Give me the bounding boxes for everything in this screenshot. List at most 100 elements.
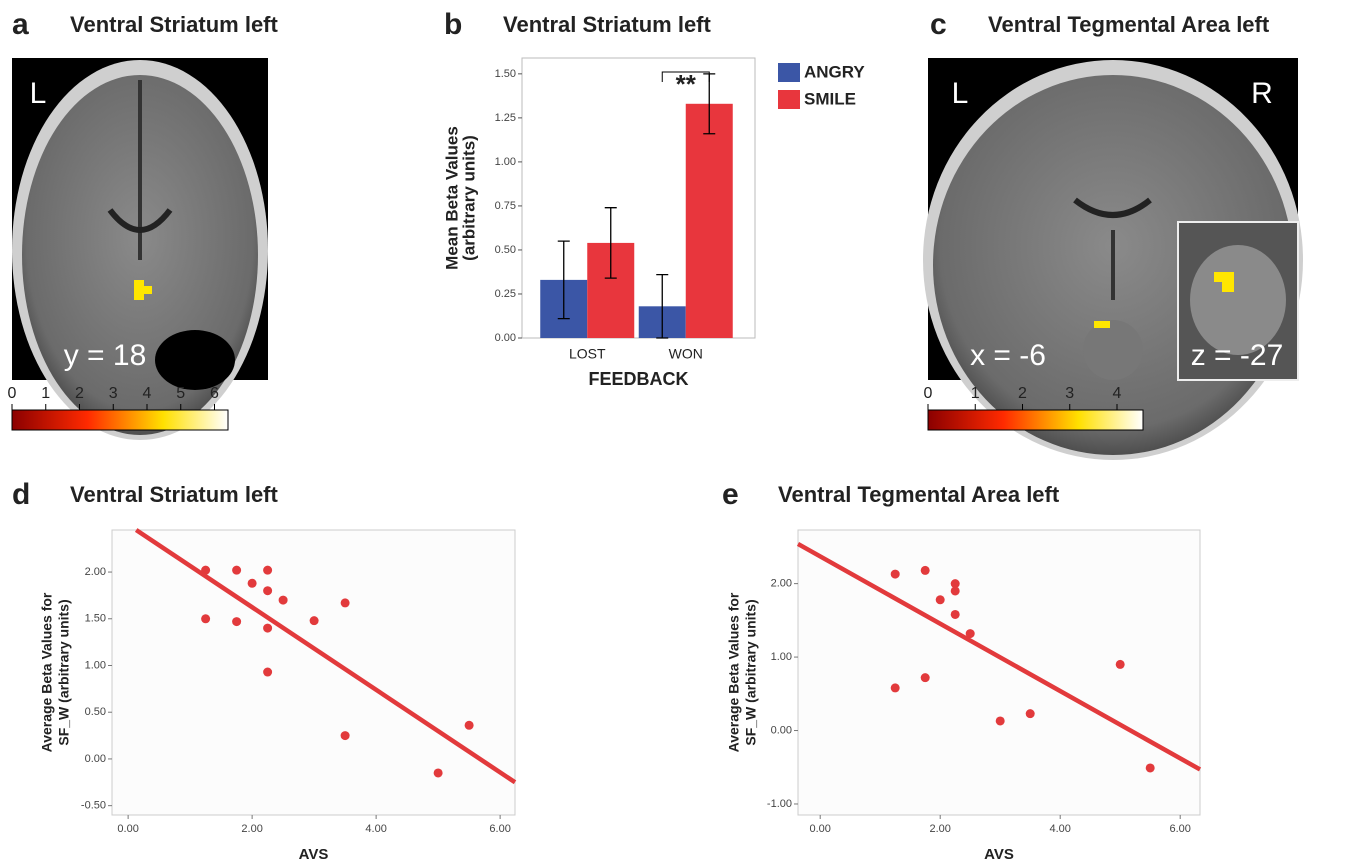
plot-area	[798, 530, 1200, 815]
y-tick-label: -1.00	[767, 798, 792, 810]
y-tick-label: 1.00	[495, 156, 516, 168]
image-label: y = 18	[64, 339, 147, 372]
x-tick-label: 2.00	[241, 823, 262, 835]
x-axis-label: FEEDBACK	[588, 369, 688, 389]
x-tick-label: 0.00	[809, 823, 830, 835]
colorbar	[12, 410, 228, 430]
data-point	[891, 570, 900, 579]
y-tick-label: 1.00	[771, 651, 792, 663]
x-tick-label: 6.00	[1169, 823, 1190, 835]
panel-letter: b	[444, 8, 462, 41]
x-tick-label: 2.00	[929, 823, 950, 835]
figure: a Ventral Striatum left L Ry = 18 0 1 2 3 4 5 6 c Ve…	[0, 0, 1352, 864]
colorbar-tick-label: 4	[143, 385, 152, 402]
panel-title: Ventral Tegmental Area left	[778, 482, 1060, 507]
colorbar	[928, 410, 1143, 430]
data-point	[263, 566, 272, 575]
data-point	[341, 598, 350, 607]
y-tick-label: 0.00	[85, 753, 106, 765]
x-tick-label: 4.00	[1049, 823, 1070, 835]
x-tick-label: LOST	[569, 346, 606, 362]
x-tick-label: 4.00	[365, 823, 386, 835]
image-label: z = -27	[1191, 339, 1284, 372]
data-point	[936, 595, 945, 604]
panel-title: Ventral Striatum left	[503, 12, 712, 37]
y-axis-label: Average Beta Values for	[726, 592, 742, 752]
data-point	[232, 617, 241, 626]
y-tick-label: 1.00	[85, 659, 106, 671]
colorbar-tick-label: 6	[210, 385, 219, 402]
data-point	[921, 566, 930, 575]
x-tick-label: 6.00	[489, 823, 510, 835]
data-point	[1146, 763, 1155, 772]
panel-title: Ventral Striatum left	[70, 482, 279, 507]
y-tick-label: 1.50	[495, 68, 516, 80]
y-tick-label: 2.00	[771, 578, 792, 590]
image-label: R	[332, 77, 354, 110]
data-point	[263, 624, 272, 633]
bar	[686, 104, 733, 338]
y-axis-label: (arbitrary units)	[459, 135, 478, 261]
colorbar-tick-label: 4	[1113, 385, 1122, 402]
panel-letter: a	[12, 8, 29, 41]
data-point	[341, 731, 350, 740]
x-tick-label: 0.00	[117, 823, 138, 835]
legend-label: ANGRY	[804, 62, 865, 81]
data-point	[891, 683, 900, 692]
colorbar-tick-label: 5	[176, 385, 185, 402]
x-axis-label: AVS	[984, 846, 1014, 863]
panel-title: Ventral Striatum left	[70, 12, 279, 37]
colorbar-tick-label: 3	[109, 385, 118, 402]
data-point	[201, 566, 210, 575]
annotation: **	[676, 69, 697, 99]
image-label: R	[1251, 77, 1273, 110]
y-tick-label: 0.50	[495, 244, 516, 256]
y-tick-label: 1.50	[85, 613, 106, 625]
colorbar-tick-label: 1	[41, 385, 50, 402]
y-tick-label: 2.00	[85, 566, 106, 578]
colorbar-tick-label: 0	[924, 385, 933, 402]
colorbar-tick-label: 2	[1018, 385, 1027, 402]
y-tick-label: 1.25	[495, 112, 516, 124]
image-label: L	[30, 77, 47, 110]
colorbar-tick-label: 0	[8, 385, 17, 402]
y-tick-label: 0.00	[495, 332, 516, 344]
data-point	[996, 716, 1005, 725]
y-axis-label: SF_W (arbitrary units)	[56, 599, 72, 745]
panel-letter: e	[722, 478, 739, 511]
panel-title: Ventral Tegmental Area left	[988, 12, 1270, 37]
panel-letter: c	[930, 8, 947, 41]
legend-swatch	[778, 90, 800, 109]
data-point	[248, 579, 257, 588]
legend-label: SMILE	[804, 89, 856, 108]
image-label: x = -6	[970, 339, 1046, 372]
x-tick-label: WON	[669, 346, 703, 362]
data-point	[201, 614, 210, 623]
data-point	[465, 721, 474, 730]
data-point	[1116, 660, 1125, 669]
data-point	[434, 768, 443, 777]
x-axis-label: AVS	[299, 846, 329, 863]
data-point	[263, 668, 272, 677]
data-point	[951, 610, 960, 619]
image-label: L	[952, 77, 969, 110]
data-point	[310, 616, 319, 625]
data-point	[279, 596, 288, 605]
y-tick-label: 0.50	[85, 706, 106, 718]
colorbar-tick-label: 2	[75, 385, 84, 402]
panel-letter: d	[12, 478, 30, 511]
data-point	[263, 586, 272, 595]
colorbar-tick-label: 1	[971, 385, 980, 402]
data-point	[232, 566, 241, 575]
legend-swatch	[778, 63, 800, 82]
brain-image-a	[12, 58, 268, 440]
y-axis-label: SF_W (arbitrary units)	[743, 599, 759, 745]
y-tick-label: -0.50	[81, 800, 106, 812]
y-tick-label: 0.75	[495, 200, 516, 212]
data-point	[951, 586, 960, 595]
plot-area	[112, 530, 515, 815]
y-tick-label: 0.25	[495, 288, 516, 300]
colorbar-tick-label: 3	[1065, 385, 1074, 402]
data-point	[966, 629, 975, 638]
y-axis-label: Average Beta Values for	[39, 592, 55, 752]
